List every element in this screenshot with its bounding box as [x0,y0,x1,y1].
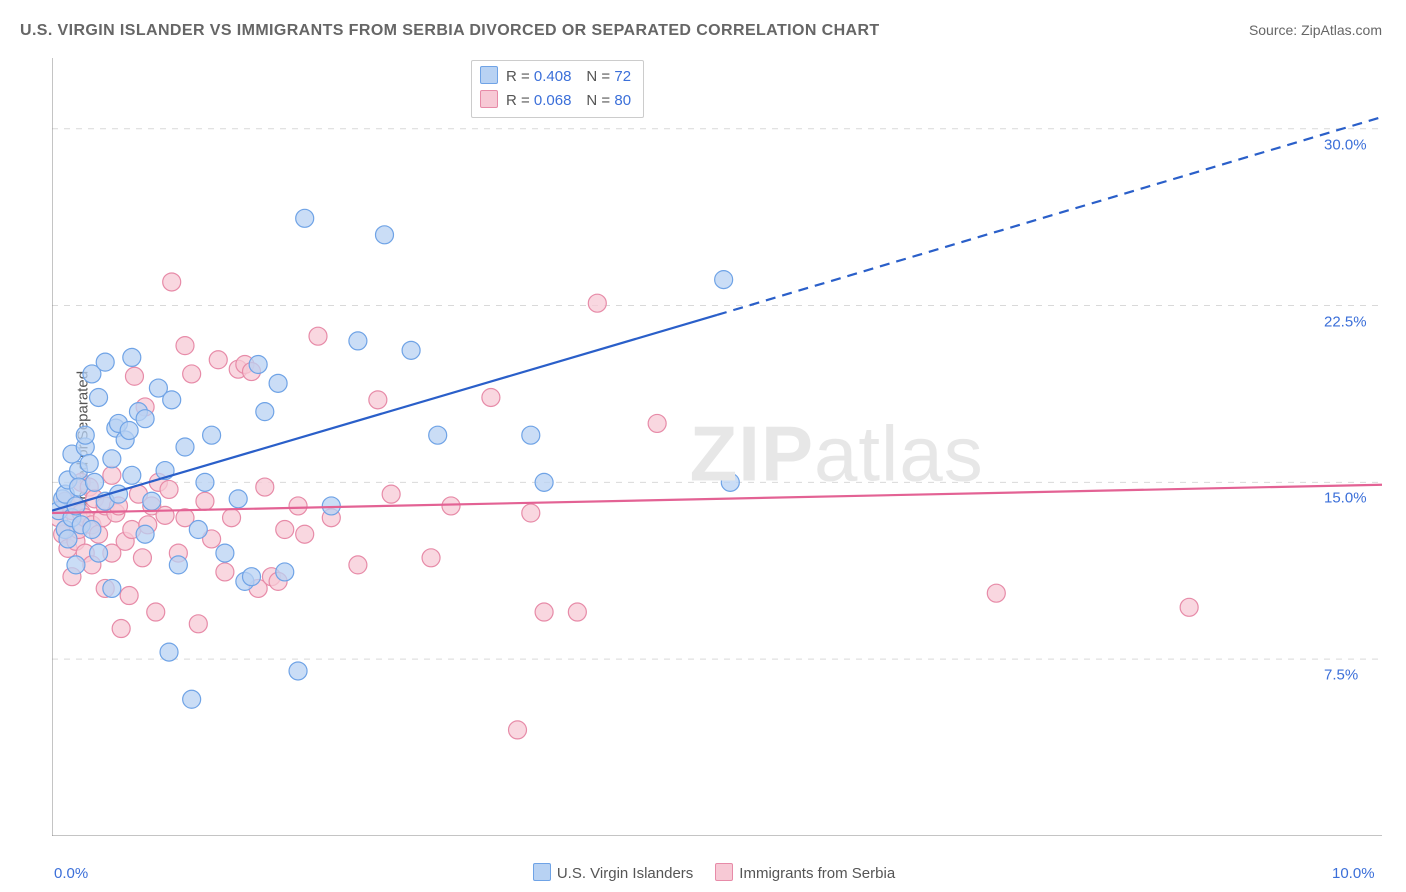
legend-swatch [533,863,551,881]
scatter-plot [52,58,1382,836]
y-tick-label: 15.0% [1324,490,1367,507]
legend-row: R = 0.408 N = 72 [480,65,631,89]
legend-n-label: N = [571,68,614,85]
y-tick-label: 30.0% [1324,136,1367,153]
legend-n-value: 80 [614,92,631,109]
y-tick-label: 22.5% [1324,313,1367,330]
correlation-legend: R = 0.408 N = 72R = 0.068 N = 80 [471,60,644,118]
legend-swatch [480,66,498,84]
legend-swatch [480,90,498,108]
legend-r-value: 0.068 [534,92,572,109]
series-legend: U.S. Virgin Islanders Immigrants from Ser… [0,863,1406,882]
legend-n-label: N = [571,92,614,109]
chart-container: U.S. VIRGIN ISLANDER VS IMMIGRANTS FROM … [0,0,1406,892]
legend-r-label: R = [506,92,534,109]
y-tick-label: 7.5% [1324,667,1358,684]
legend-n-value: 72 [614,68,631,85]
source-label: Source: ZipAtlas.com [1249,22,1382,38]
chart-title: U.S. VIRGIN ISLANDER VS IMMIGRANTS FROM … [20,22,880,40]
legend-row: R = 0.068 N = 80 [480,89,631,113]
legend-label: Immigrants from Serbia [739,865,895,882]
legend-label: U.S. Virgin Islanders [557,865,693,882]
legend-r-value: 0.408 [534,68,572,85]
legend-swatch [715,863,733,881]
legend-r-label: R = [506,68,534,85]
